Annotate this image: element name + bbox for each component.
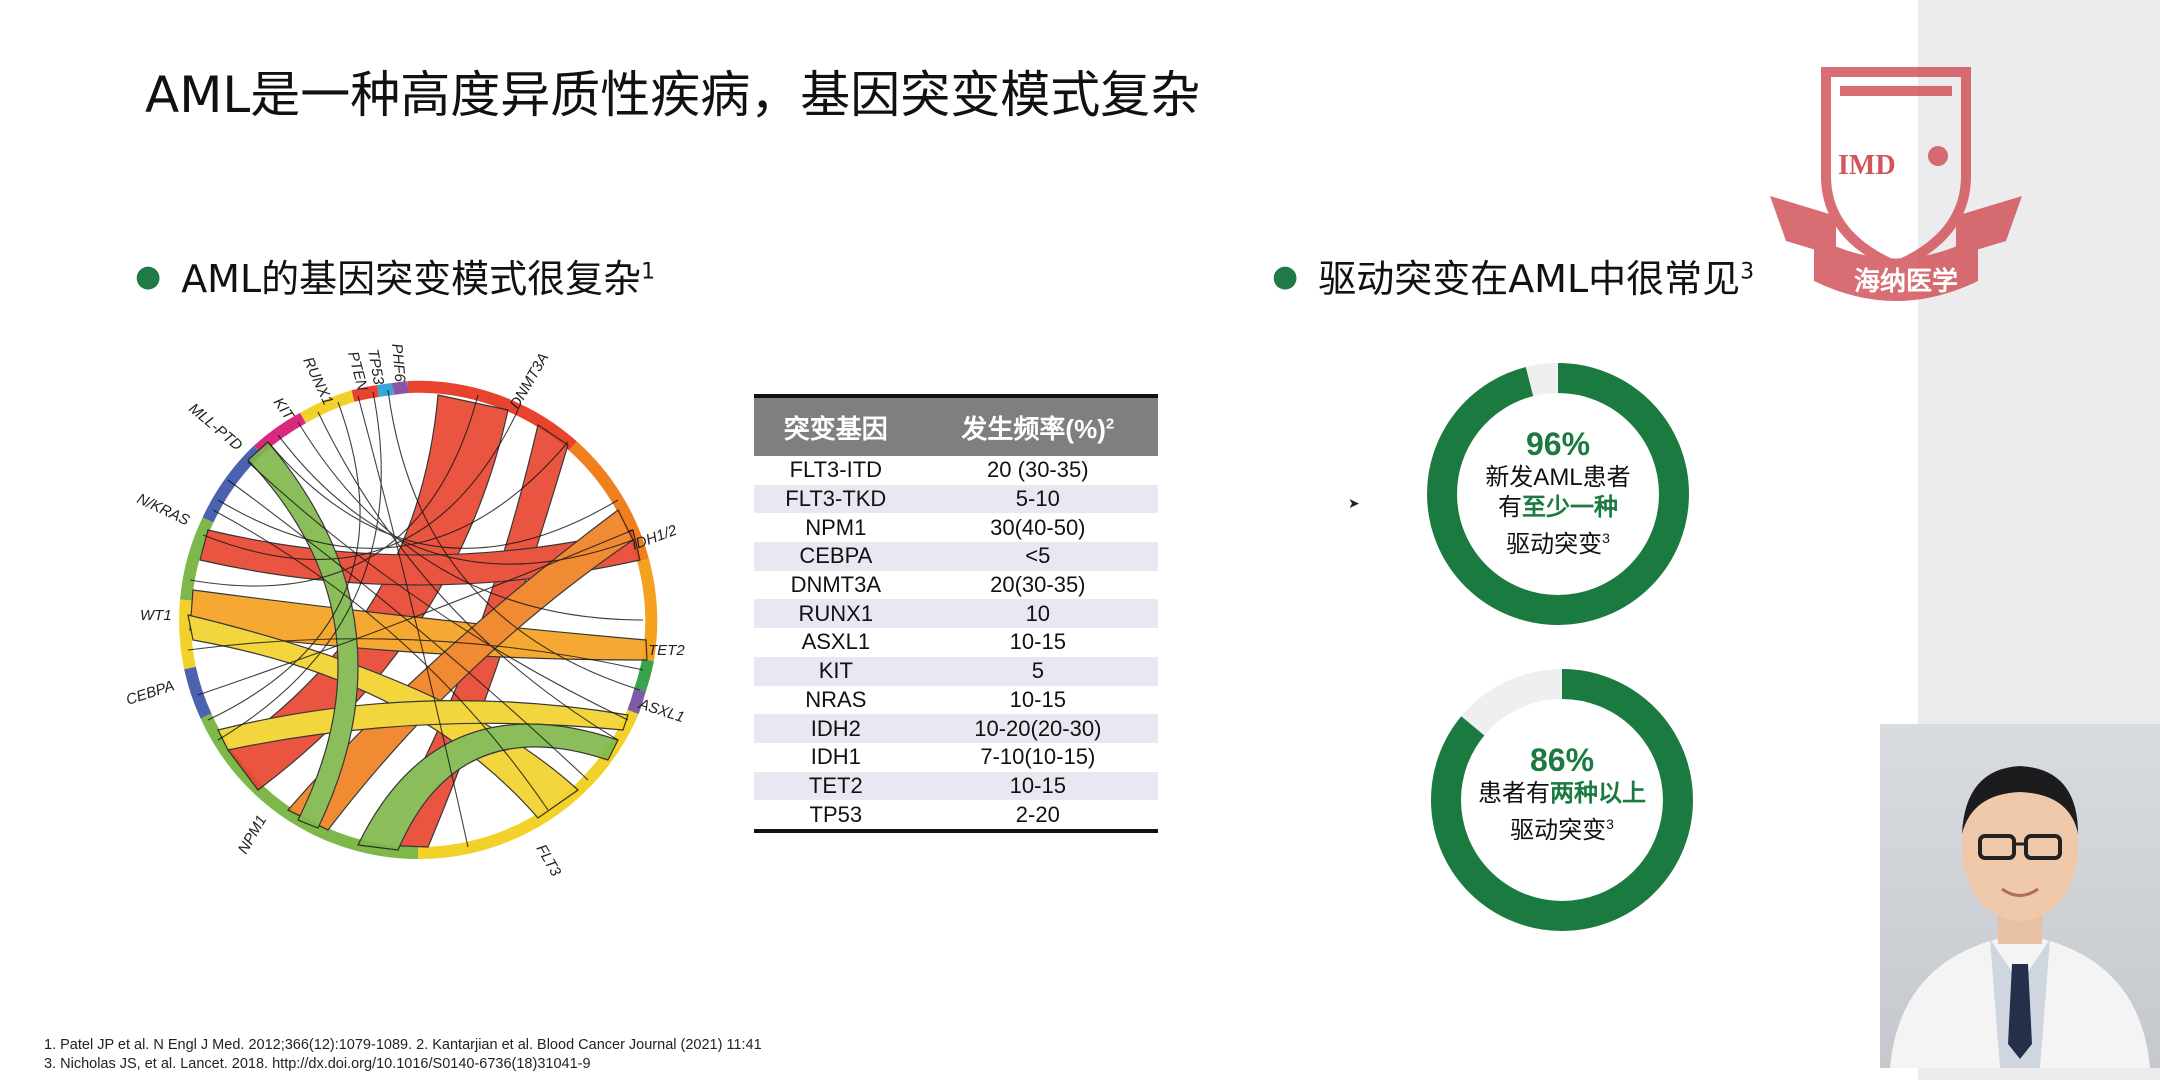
presenter-avatar — [1890, 766, 2150, 1068]
reference-line: 3. Nicholas JS, et al. Lancet. 2018. htt… — [44, 1056, 591, 1072]
circos-label: CEBPA — [124, 677, 177, 709]
table-row: NRAS 10-15 — [754, 686, 1158, 715]
circos-label: MLL-PTD — [185, 400, 245, 454]
table-row: ASXL1 10-15 — [754, 628, 1158, 657]
donut-line: 驱动突变3 — [1510, 816, 1614, 844]
donut-arc — [1427, 363, 1689, 625]
gene-cell: NRAS — [805, 686, 867, 712]
circos-label: WT1 — [140, 607, 172, 624]
frequency-cell: 10 — [917, 599, 1158, 629]
donut-label-96: 96% 新发AML患者 有至少一种 驱动突变3 — [1458, 426, 1658, 560]
slide: AML是一种高度异质性疾病，基因突变模式复杂 ● AML的基因突变模式很复杂1 ●… — [44, 66, 1755, 1074]
donut-percent: 86% — [1529, 742, 1595, 778]
frequency-cell: 10-15 — [1009, 629, 1066, 655]
table-row: DNMT3A 20(30-35) — [754, 571, 1158, 600]
circos-label: NPM1 — [235, 812, 271, 857]
gene-cell: CEBPA — [754, 542, 918, 571]
donut-chart-96 — [1427, 363, 1689, 625]
circos-label: TET2 — [648, 642, 685, 659]
gene-cell: KIT — [754, 656, 918, 686]
references: 1. Patel JP et al. N Engl J Med. 2012;36… — [44, 1036, 762, 1074]
circos-label: ASXL1 — [636, 695, 687, 726]
frequency-cell: 20(30-35) — [990, 572, 1086, 598]
gene-cell: RUNX1 — [754, 599, 918, 629]
gene-cell: IDH2 — [754, 714, 918, 743]
donut-line: 患者有两种以上 — [1478, 780, 1646, 807]
logo-name: 海纳医学 — [1854, 266, 1958, 297]
table-body: FLT3-ITD 20 (30-35) FLT3-TKD 5-10 NPM1 30(40-… — [754, 456, 1158, 833]
circos-label: DNMT3A — [507, 350, 553, 412]
frequency-cell: 10-15 — [1009, 686, 1066, 712]
bullet-text: AML的基因突变模式很复杂 — [181, 257, 642, 301]
table-row: RUNX1 10 — [754, 599, 1158, 629]
table-row: FLT3-TKD 5-10 — [754, 484, 1158, 514]
frequency-cell: 2-20 — [917, 800, 1158, 833]
header-gene: 突变基因 — [754, 394, 918, 456]
table-row: FLT3-ITD 20 (30-35) — [754, 456, 1158, 485]
frequency-cell: 5-10 — [917, 484, 1158, 514]
circos-label: FLT3 — [533, 842, 565, 880]
table-row: KIT 5 — [754, 656, 1158, 686]
gene-cell: NPM1 — [805, 514, 867, 540]
bullet-dot: ● — [135, 259, 162, 294]
gene-cell: FLT3-ITD — [789, 457, 883, 483]
donut-chart-86 — [1431, 669, 1693, 931]
donut-label-86: 86% 患者有两种以上 驱动突变3 — [1462, 742, 1662, 846]
gene-cell: IDH1 — [810, 744, 861, 770]
gene-cell: ASXL1 — [801, 629, 871, 655]
frequency-cell: 20 (30-35) — [987, 457, 1089, 483]
bullet-ref: 3 — [1740, 259, 1755, 285]
frequency-cell: 7-10(10-15) — [980, 744, 1096, 770]
donut-line: 有至少一种 — [1498, 494, 1618, 521]
donut-line: 新发AML患者 — [1485, 464, 1631, 491]
donut-line: 驱动突变3 — [1506, 530, 1610, 558]
slide-title: AML是一种高度异质性疾病，基因突变模式复杂 — [145, 66, 1201, 124]
frequency-cell: <5 — [917, 542, 1158, 571]
table-row: TET2 10-15 — [754, 771, 1158, 801]
circos-label: PHF6 — [388, 343, 408, 383]
table-row: NPM1 30(40-50) — [754, 513, 1158, 542]
circos-lines — [187, 389, 644, 848]
circos-plot: DNMT3A IDH1/2 TET2 ASXL1 FLT3 NPM1 CEBPA… — [124, 343, 687, 880]
circos-label: TP53 — [364, 348, 387, 387]
presenter-video — [1880, 724, 2160, 1068]
table-header-row: 突变基因 发生频率(%)2 — [754, 394, 1158, 456]
table-row: TP53 2-20 — [754, 800, 1158, 833]
donut-percent: 96% — [1525, 426, 1591, 462]
imd-logo-icon: IMD 海纳医学 — [1770, 67, 2022, 301]
bullet-mutation-pattern: ● AML的基因突变模式很复杂1 — [135, 248, 655, 303]
frequency-cell: 5 — [917, 656, 1158, 686]
table-row: IDH1 7-10(10-15) — [754, 743, 1158, 772]
gene-cell: DNMT3A — [790, 572, 882, 598]
table-row: IDH2 10-20(20-30) — [754, 714, 1158, 743]
gene-cell: FLT3-TKD — [754, 484, 918, 514]
frequency-cell: 10-20(20-30) — [917, 714, 1158, 743]
reference-line: 1. Patel JP et al. N Engl J Med. 2012;36… — [44, 1037, 762, 1053]
logo-abbr: IMD — [1838, 150, 1896, 181]
circos-label: RUNX1 — [299, 355, 336, 408]
header-frequency: 发生频率(%)2 — [917, 394, 1158, 456]
gene-cell: TET2 — [754, 771, 918, 801]
table-row: CEBPA <5 — [754, 542, 1158, 571]
gene-cell: TP53 — [754, 800, 918, 833]
bullet-dot: ● — [1272, 259, 1299, 294]
frequency-cell: 10-15 — [917, 771, 1158, 801]
circos-ribbons — [187, 394, 648, 851]
bullet-driver-mutations: ● 驱动突变在AML中很常见3 — [1272, 248, 1754, 303]
bullet-ref: 1 — [641, 259, 656, 285]
mutation-frequency-table: 突变基因 发生频率(%)2 FLT3-ITD 20 (30-35) FLT3-TKD… — [754, 394, 1158, 833]
donut-arc — [1431, 669, 1693, 931]
bullet-text: 驱动突变在AML中很常见 — [1318, 257, 1741, 301]
frequency-cell: 30(40-50) — [990, 514, 1086, 540]
mouse-cursor-icon: ➤ — [1348, 496, 1360, 512]
circos-label: N/KRAS — [134, 490, 192, 529]
